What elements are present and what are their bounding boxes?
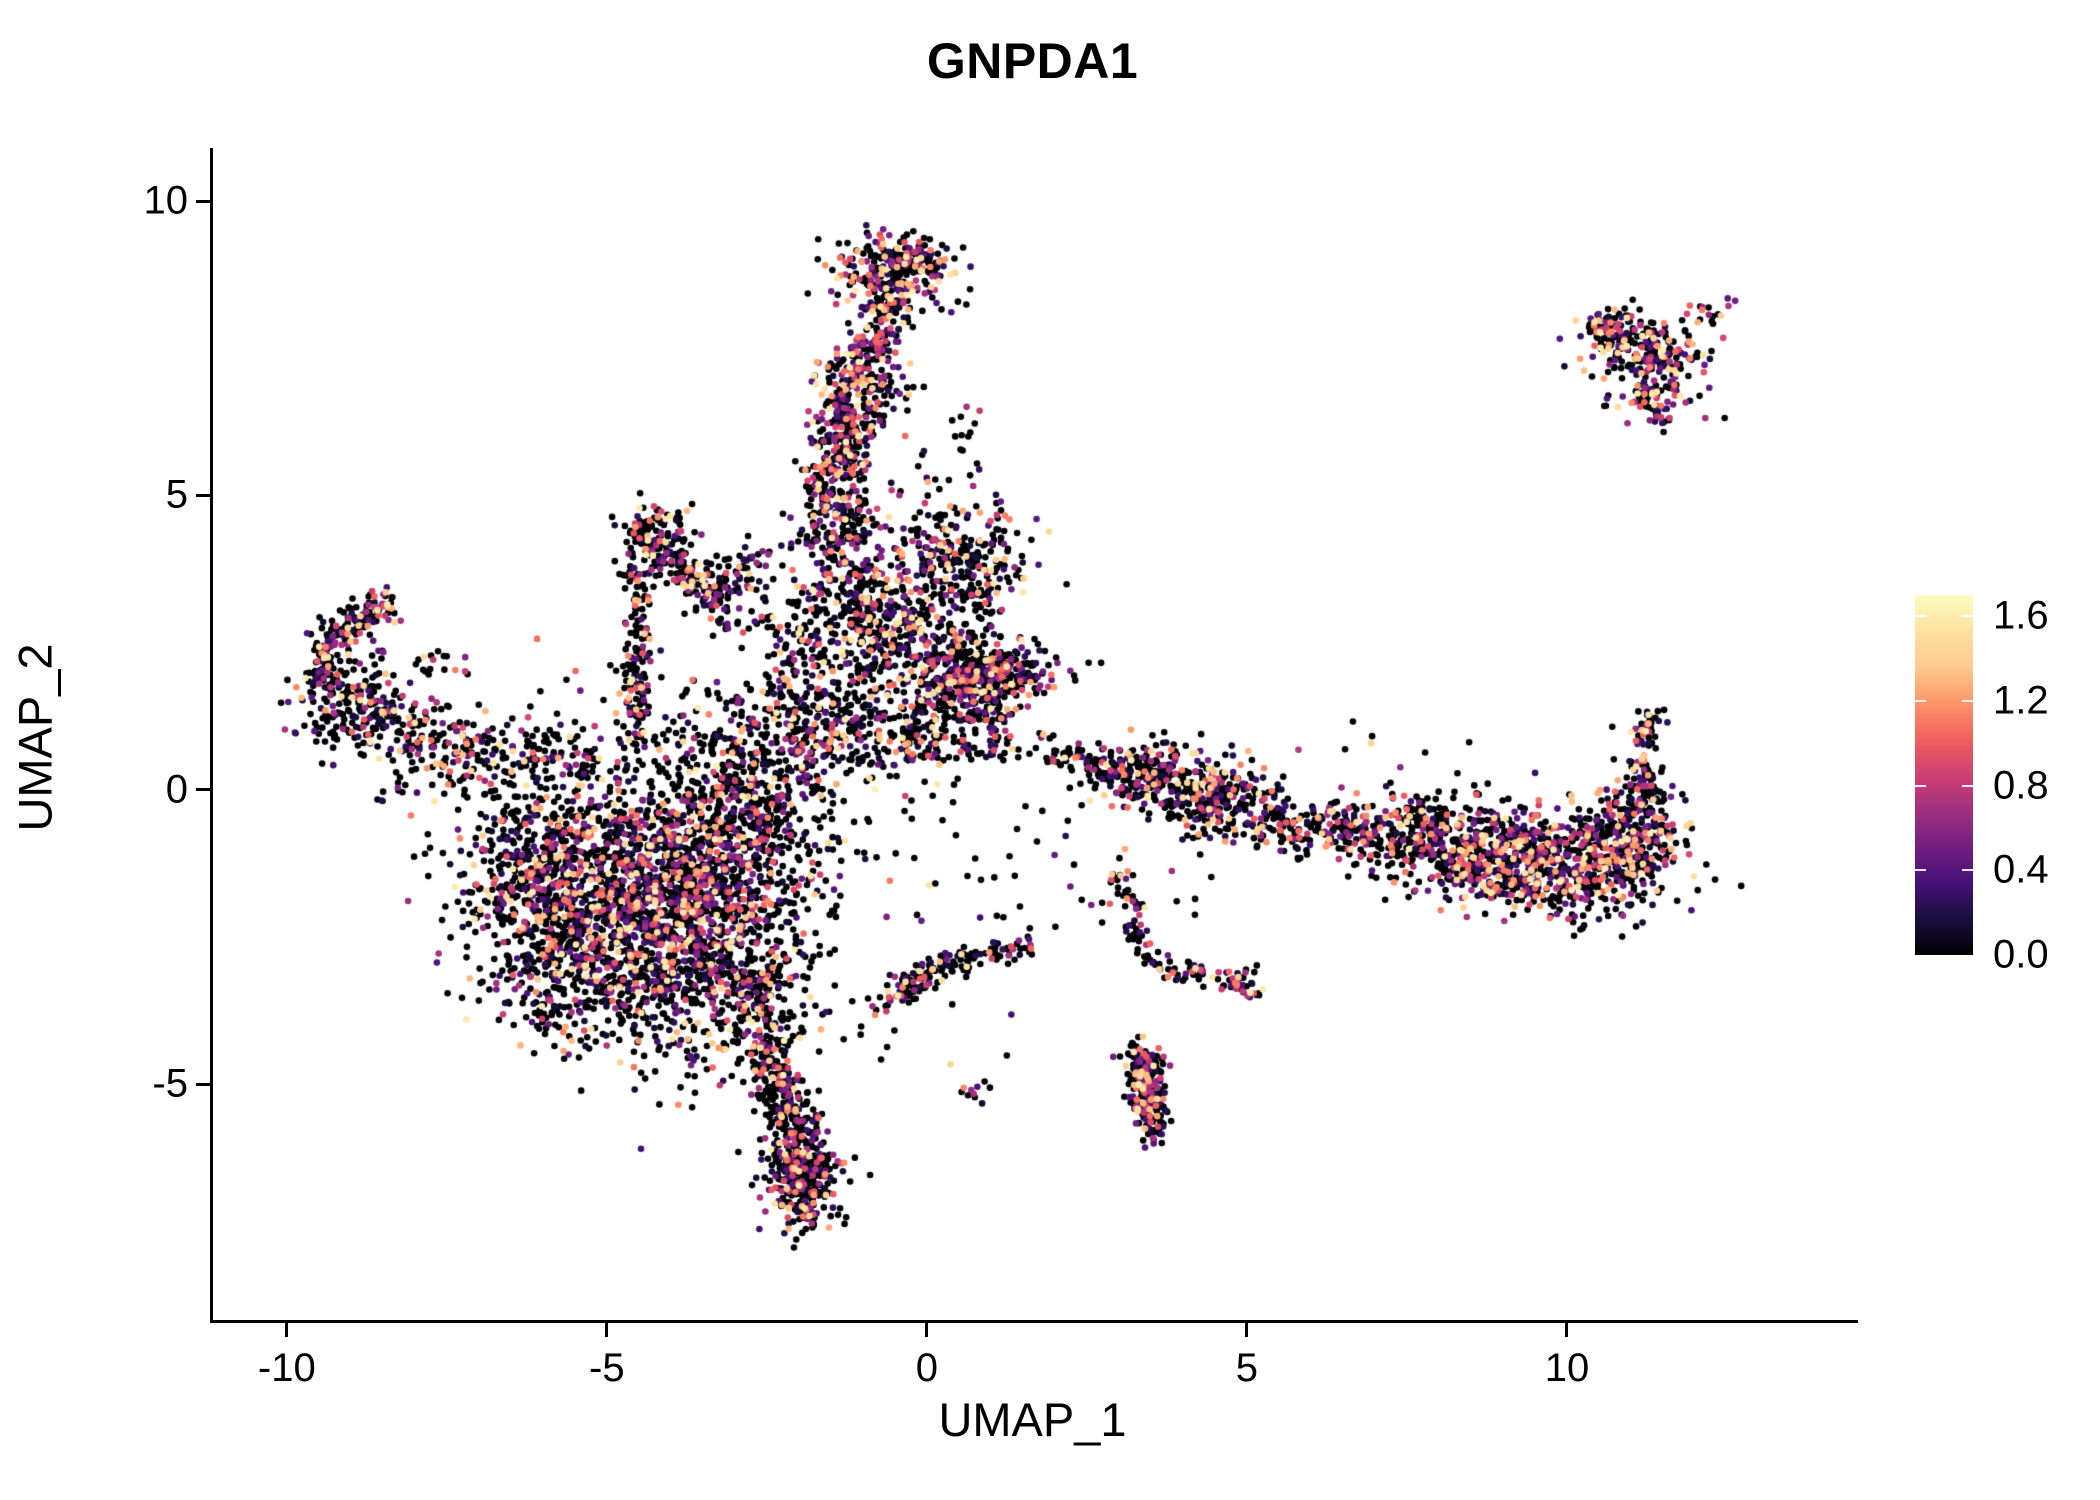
x-tick-label: -5: [589, 1346, 625, 1390]
legend-tick-label: 1.2: [1993, 678, 2049, 723]
colorbar-gradient: [1915, 595, 1973, 955]
y-tick-mark: [196, 493, 210, 497]
colorbar-tick-mark: [1962, 699, 1973, 702]
x-tick-mark: [605, 1323, 609, 1337]
y-tick-label: 5: [165, 472, 188, 517]
y-tick-label: 0: [165, 767, 188, 812]
y-tick-mark: [196, 788, 210, 792]
plot-panel: [210, 148, 1858, 1323]
x-tick-mark: [1245, 1323, 1249, 1337]
y-tick-label: -5: [152, 1061, 188, 1106]
colorbar-tick-mark: [1915, 615, 1926, 618]
colorbar-tick-mark: [1962, 615, 1973, 618]
colorbar-tick-mark: [1915, 699, 1926, 702]
legend-tick-label: 0.8: [1993, 763, 2049, 808]
x-tick-label: 0: [915, 1346, 938, 1390]
y-tick-label: 10: [143, 178, 189, 223]
x-tick-label: 5: [1235, 1346, 1259, 1390]
legend-tick-label: 0.4: [1993, 847, 2049, 892]
x-tick-mark: [925, 1323, 929, 1337]
y-tick-mark: [196, 199, 210, 203]
x-tick-label: -10: [257, 1346, 316, 1390]
colorbar-tick-mark: [1962, 784, 1973, 787]
colorbar-tick-mark: [1915, 869, 1926, 872]
x-axis-title: UMAP_1: [938, 1393, 1127, 1446]
colorbar-tick-mark: [1915, 784, 1926, 787]
y-axis-title: UMAP_2: [8, 643, 62, 832]
legend-tick-label: 0.0: [1993, 932, 2049, 977]
colorbar-legend: [1915, 595, 1973, 955]
x-tick-mark: [285, 1323, 289, 1337]
x-tick-mark: [1565, 1323, 1569, 1337]
legend-tick-label: 1.6: [1993, 593, 2049, 638]
colorbar-tick-mark: [1962, 869, 1973, 872]
y-tick-mark: [196, 1082, 210, 1086]
x-tick-label: 10: [1544, 1346, 1590, 1390]
